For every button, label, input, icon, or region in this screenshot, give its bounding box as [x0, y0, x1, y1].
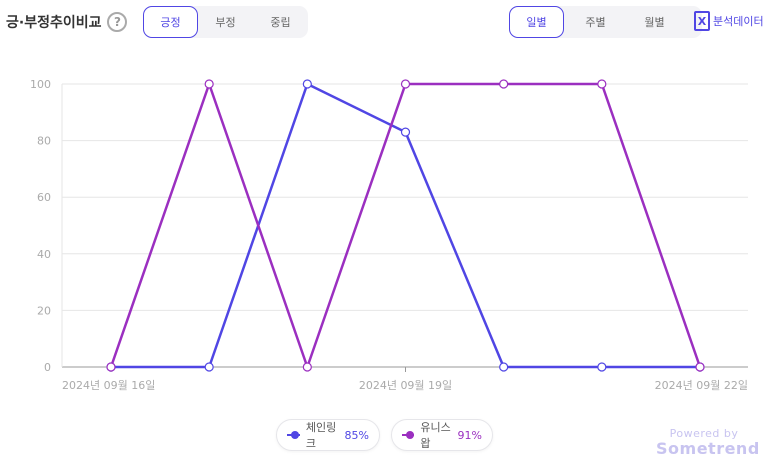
section-title: 긍·부정추이비교 ?	[6, 12, 128, 32]
x-tick-label: 2024년 09월 22일	[655, 378, 748, 392]
y-tick-label: 60	[37, 191, 51, 204]
data-point[interactable]	[597, 79, 607, 89]
data-point[interactable]	[204, 79, 214, 89]
y-tick-label: 80	[37, 135, 51, 148]
data-point[interactable]	[597, 362, 607, 372]
y-tick-label: 0	[44, 361, 51, 374]
legend-series-percent: 91%	[457, 428, 482, 442]
data-point[interactable]	[695, 362, 705, 372]
series-line-2	[109, 82, 702, 369]
data-point[interactable]	[400, 79, 411, 89]
x-tick-label: 2024년 09월 16일	[62, 378, 155, 392]
legend-series-name: 유니스왑	[420, 421, 451, 450]
y-tick-label: 20	[37, 304, 51, 317]
data-point[interactable]	[499, 362, 509, 372]
brand-name: Sometrend	[656, 439, 760, 459]
excel-icon: X	[694, 11, 710, 31]
data-point[interactable]	[302, 79, 312, 89]
legend-series-percent: 85%	[344, 428, 369, 442]
data-point[interactable]	[499, 79, 509, 89]
tab-neutral[interactable]: 중립	[270, 16, 291, 29]
y-tick-label: 100	[30, 78, 51, 91]
help-icon[interactable]: ?	[107, 12, 128, 32]
sentiment-tab-group: 긍정 부정 중립	[143, 6, 308, 38]
powered-by-text: Powered by	[669, 427, 739, 440]
series-line-1	[111, 82, 700, 369]
tab-monthly[interactable]: 월별	[644, 16, 665, 29]
brand-watermark: Powered by Sometrend	[656, 427, 760, 459]
data-point[interactable]	[400, 127, 411, 137]
legend-marker-icon	[287, 430, 300, 440]
legend-marker-icon	[402, 430, 415, 440]
tab-positive[interactable]: 긍정	[143, 6, 198, 38]
data-point[interactable]	[302, 362, 312, 372]
tab-weekly[interactable]: 주별	[585, 16, 606, 29]
x-tick-label: 2024년 09월 19일	[359, 378, 452, 392]
legend-item-series2[interactable]: 유니스왑 91%	[391, 419, 493, 451]
y-tick-label: 40	[37, 248, 51, 261]
tab-negative[interactable]: 부정	[215, 16, 236, 29]
legend-item-series1[interactable]: 체인링크 85%	[276, 419, 380, 451]
section-title-text: 긍·부정추이비교	[6, 15, 102, 31]
legend-series-name: 체인링크	[305, 421, 337, 450]
export-data-button[interactable]: X 분석데이터	[694, 11, 764, 31]
sentiment-trend-chart: 0 20 40 60 80 100 2024년 09월 16일 2024년 09월 19일 20…	[30, 78, 748, 392]
export-data-label: 분석데이터	[713, 15, 764, 28]
data-point[interactable]	[204, 362, 214, 372]
period-tab-group: 일별 주별 월별	[509, 6, 702, 38]
data-point[interactable]	[106, 362, 116, 372]
tab-daily[interactable]: 일별	[509, 6, 564, 38]
